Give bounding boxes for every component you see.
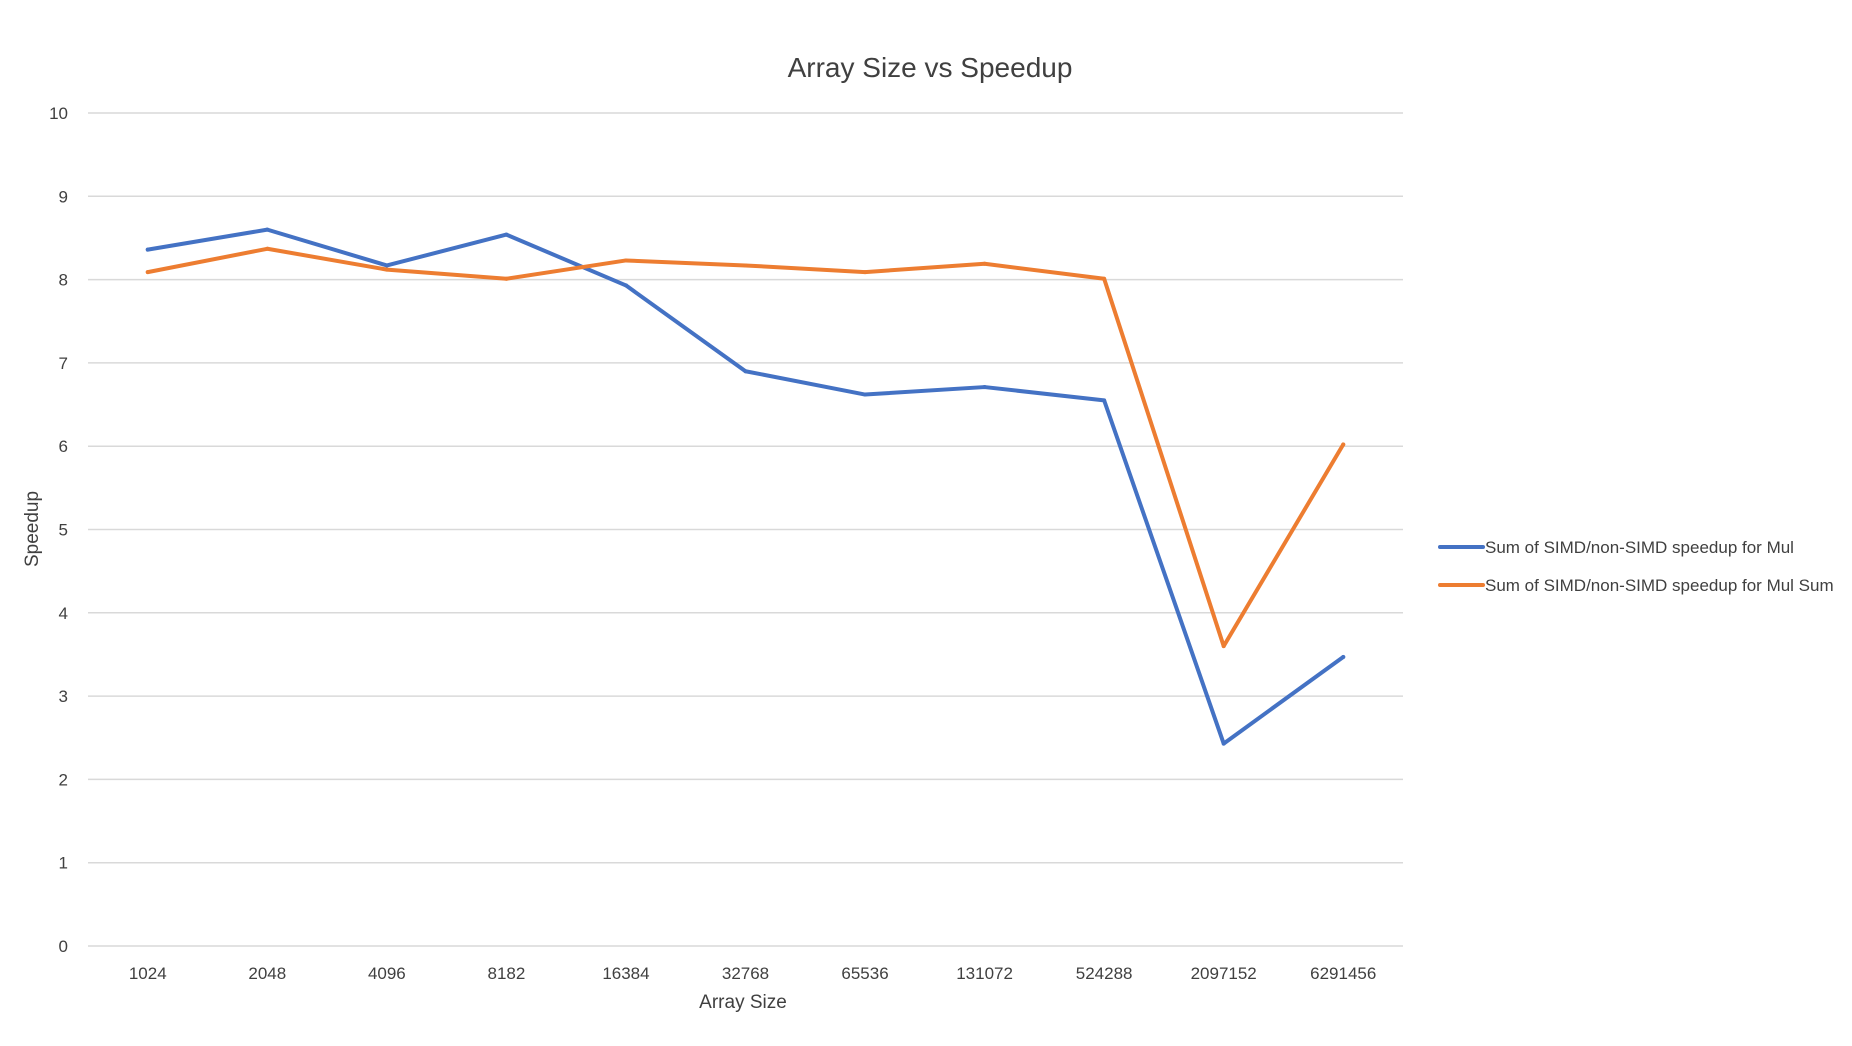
y-tick-label: 10: [49, 104, 68, 123]
data-point-series-2-16384: [623, 258, 628, 263]
y-axis-title: Speedup: [22, 491, 43, 567]
data-point-series-1-4096: [384, 263, 389, 268]
gridlines: [88, 112, 1403, 947]
data-point-series-2-1024: [145, 270, 150, 275]
legend: Sum of SIMD/non-SIMD speedup for Mul Sum …: [1438, 538, 1834, 595]
data-point-series-2-8182: [504, 276, 509, 281]
x-tick-label: 2097152: [1191, 964, 1257, 983]
x-tick-label: 131072: [956, 964, 1013, 983]
y-axis-ticks: 0 1 2 3 4 5 6 7 8 9 10: [49, 104, 68, 956]
data-point-series-2-65536: [863, 270, 868, 275]
y-tick-label: 1: [59, 854, 68, 873]
data-point-series-2-524288: [1102, 276, 1107, 281]
series-lines: [145, 227, 1346, 746]
x-axis-ticks: 1024 2048 4096 8182 16384 32768 65536 131072 524…: [129, 964, 1376, 983]
x-tick-label: 524288: [1076, 964, 1133, 983]
y-tick-label: 7: [59, 354, 68, 373]
y-tick-label: 4: [59, 604, 68, 623]
series-line-2: [145, 246, 1346, 649]
y-tick-label: 0: [59, 937, 68, 956]
data-point-series-2-6291456: [1341, 442, 1346, 447]
data-point-series-1-131072: [982, 385, 987, 390]
data-point-series-1-524288: [1102, 398, 1107, 403]
x-tick-label: 65536: [841, 964, 888, 983]
legend-label-2: Sum of SIMD/non-SIMD speedup for Mul Sum: [1485, 576, 1834, 595]
x-tick-label: 8182: [487, 964, 525, 983]
x-tick-label: 2048: [248, 964, 286, 983]
data-point-series-2-2097152: [1221, 644, 1226, 649]
data-point-series-1-1024: [145, 247, 150, 252]
data-point-series-2-4096: [384, 267, 389, 272]
x-tick-label: 6291456: [1310, 964, 1376, 983]
x-axis-title: Array Size: [699, 992, 787, 1013]
y-tick-label: 6: [59, 437, 68, 456]
y-tick-label: 9: [59, 187, 68, 206]
y-tick-label: 5: [59, 521, 68, 540]
x-tick-label: 1024: [129, 964, 167, 983]
data-point-series-1-32768: [743, 369, 748, 374]
chart-title: Array Size vs Speedup: [788, 52, 1073, 83]
data-point-series-2-131072: [982, 261, 987, 266]
x-tick-label: 4096: [368, 964, 406, 983]
data-point-series-1-65536: [863, 392, 868, 397]
y-tick-label: 3: [59, 687, 68, 706]
data-point-series-1-8182: [504, 232, 509, 237]
data-point-series-1-6291456: [1341, 654, 1346, 659]
legend-label-1: Sum of SIMD/non-SIMD speedup for Mul: [1485, 538, 1794, 557]
y-tick-label: 2: [59, 770, 68, 789]
series-line-1: [145, 227, 1346, 746]
data-point-series-1-16384: [623, 283, 628, 288]
data-point-series-2-2048: [265, 246, 270, 251]
x-tick-label: 32768: [722, 964, 769, 983]
x-tick-label: 16384: [602, 964, 649, 983]
data-point-series-2-32768: [743, 263, 748, 268]
data-point-series-1-2097152: [1221, 741, 1226, 746]
y-tick-label: 8: [59, 271, 68, 290]
data-point-series-1-2048: [265, 227, 270, 232]
